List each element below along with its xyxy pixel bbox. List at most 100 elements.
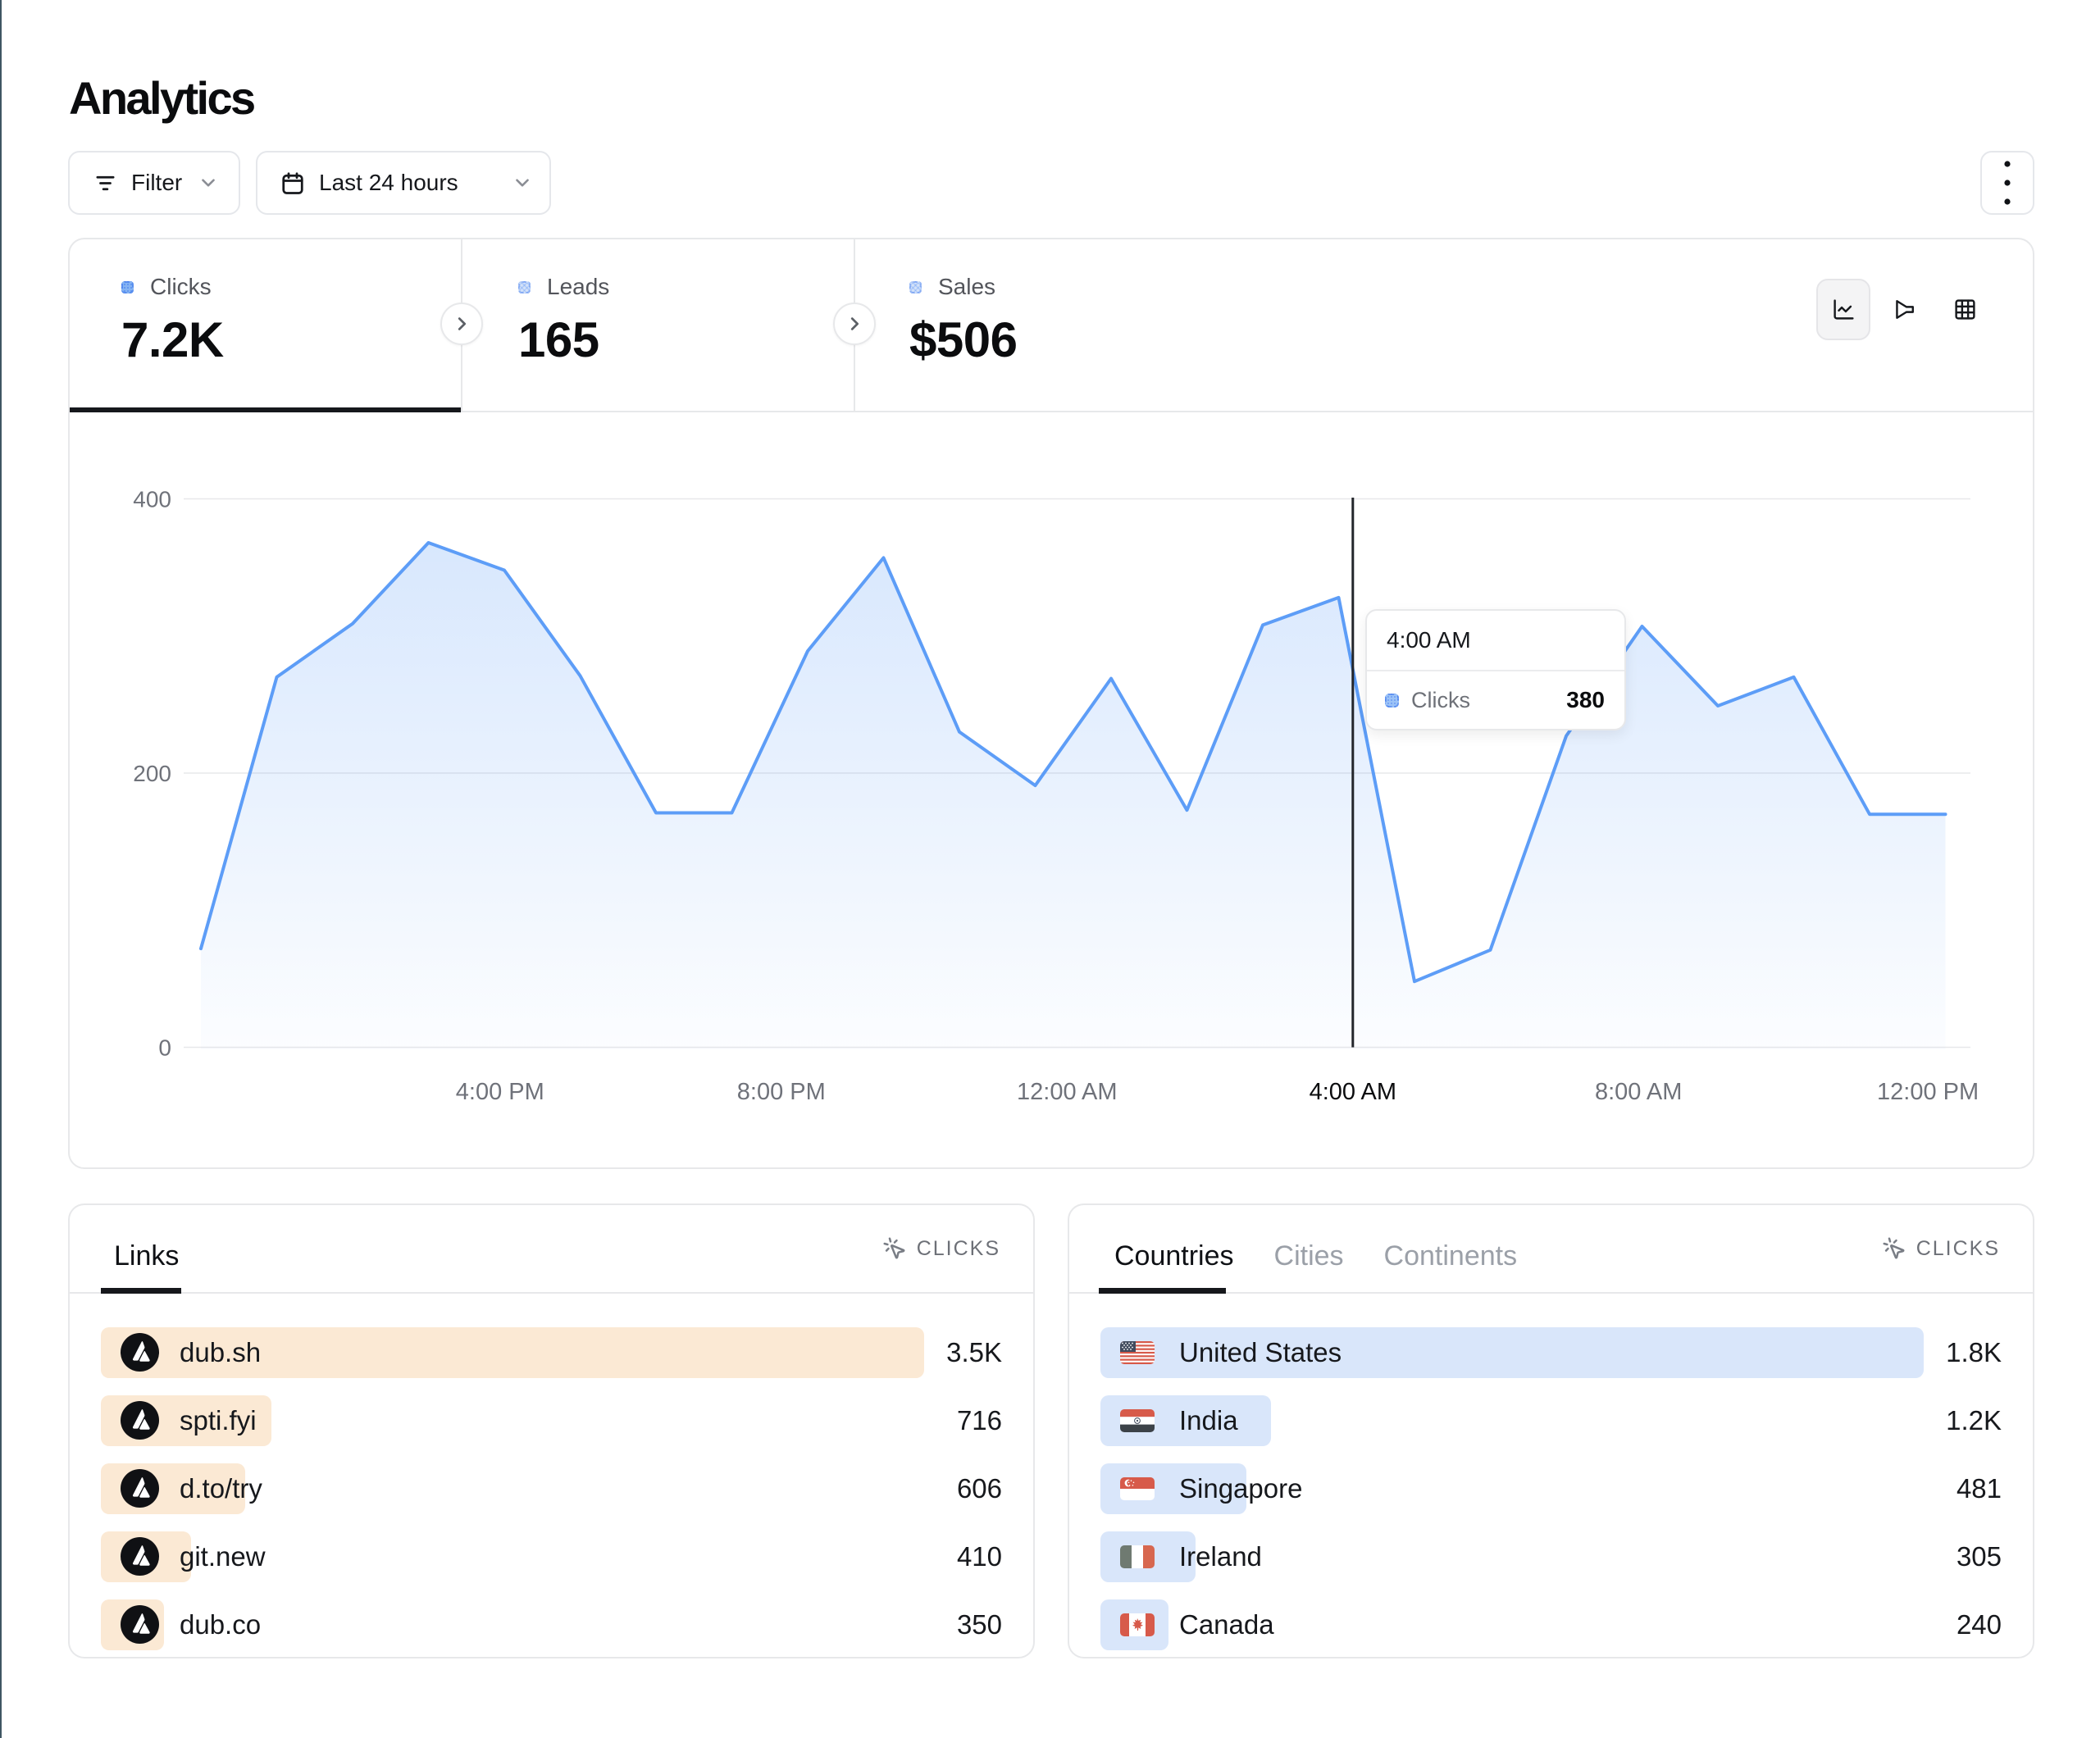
link-favicon — [121, 1604, 159, 1644]
x-tick-label: 8:00 AM — [1595, 1079, 1682, 1105]
grid-table-icon — [1954, 299, 1975, 320]
chevron-down-icon — [512, 172, 533, 193]
links-tab-underline — [101, 1288, 181, 1294]
country-row-sg[interactable]: Singapore 481 — [1100, 1463, 2002, 1514]
line-chart-icon — [1833, 299, 1854, 320]
tooltip-title: 4:00 AM — [1367, 611, 1624, 671]
clicks-timeseries-chart[interactable]: 0 200 400 4:00 PM 8:00 PM 12:00 AM 4:00 AM 8:0… — [70, 412, 2036, 1171]
y-tick-label: 200 — [133, 761, 171, 786]
row-label: Ireland — [1179, 1540, 1262, 1572]
kebab-menu-icon — [1993, 161, 2021, 205]
chart-y-axis: 0 200 400 — [133, 487, 171, 1061]
clicks-series-swatch — [121, 280, 134, 293]
x-tick-label: 8:00 PM — [737, 1079, 826, 1105]
tab-cities[interactable]: Cities — [1273, 1240, 1344, 1272]
line-chart-toggle[interactable] — [1816, 279, 1870, 340]
filter-icon — [93, 171, 117, 195]
row-label: git.new — [180, 1540, 266, 1572]
tab-links[interactable]: Links — [114, 1240, 180, 1272]
link-row-git.new[interactable]: git.new 410 — [101, 1531, 1002, 1582]
flag-icon-ie — [1120, 1545, 1155, 1568]
sales-series-swatch — [909, 280, 922, 293]
active-tab-underline — [70, 407, 461, 412]
country-row-in[interactable]: India 1.2K — [1100, 1394, 2002, 1446]
window-edge — [0, 0, 2, 1738]
row-value: 716 — [956, 1404, 1002, 1435]
analytics-chart-card: Clicks 7.2K Leads 165 Sales $506 — [68, 238, 2034, 1169]
link-favicon — [121, 1536, 159, 1576]
page-title: Analytics — [69, 72, 256, 124]
more-options-button[interactable] — [1980, 151, 2034, 215]
geo-metric-header-label: CLICKS — [1916, 1236, 2000, 1260]
metric-tabstrip — [70, 239, 2033, 412]
tooltip-value: 380 — [1566, 687, 1605, 712]
links-panel: Links CLICKS dub.sh 3.5K spti.fyi 716 d.to/t… — [68, 1203, 1035, 1658]
leads-series-swatch — [518, 280, 531, 293]
row-label: Singapore — [1179, 1472, 1303, 1504]
chart-tooltip: 4:00 AM Clicks 380 — [1365, 609, 1626, 730]
clicks-tab-value: 7.2K — [121, 312, 224, 367]
tab-countries[interactable]: Countries — [1114, 1240, 1234, 1272]
links-metric-header[interactable]: CLICKS — [882, 1205, 1000, 1292]
funnel-chart-icon — [1895, 300, 1914, 319]
leads-tab-value: 165 — [518, 312, 599, 367]
row-value: 305 — [1956, 1540, 2002, 1572]
x-tick-label: 12:00 AM — [1017, 1079, 1118, 1105]
link-row-dub.co[interactable]: dub.co 350 — [101, 1599, 1002, 1650]
row-value: 3.5K — [946, 1337, 1002, 1367]
leads-tab-label: Leads — [547, 274, 610, 299]
y-tick-label: 0 — [158, 1035, 171, 1061]
row-label: India — [1179, 1404, 1238, 1435]
flag-icon-sg — [1120, 1476, 1155, 1500]
tooltip-series-label: Clicks — [1411, 687, 1470, 712]
row-label: Canada — [1179, 1608, 1274, 1640]
country-row-ca[interactable]: Canada 240 — [1100, 1599, 2002, 1650]
table-view-toggle[interactable] — [1938, 279, 1992, 340]
row-bar — [1100, 1327, 1924, 1378]
row-label: dub.sh — [180, 1337, 262, 1367]
date-range-label: Last 24 hours — [319, 170, 458, 195]
country-row-us[interactable]: United States 1.8K — [1100, 1327, 2002, 1378]
links-panel-header: Links CLICKS — [70, 1205, 1033, 1294]
clicks-tab-label: Clicks — [150, 274, 212, 299]
link-row-dub.sh[interactable]: dub.sh 3.5K — [101, 1327, 1002, 1378]
links-metric-header-label: CLICKS — [916, 1236, 1000, 1260]
filter-button-label: Filter — [131, 170, 183, 195]
chart-line — [199, 541, 1947, 984]
date-range-button[interactable]: Last 24 hours — [256, 151, 551, 215]
link-favicon — [121, 1468, 159, 1508]
country-row-ie[interactable]: Ireland 305 — [1100, 1531, 2002, 1582]
chart-area-fill — [201, 543, 1946, 1049]
row-label: dub.co — [180, 1608, 262, 1640]
row-bar — [101, 1327, 924, 1378]
row-value: 1.8K — [1946, 1337, 2002, 1367]
y-tick-label: 400 — [133, 487, 171, 512]
chevron-down-icon — [198, 172, 219, 193]
geo-metric-header[interactable]: CLICKS — [1882, 1205, 2000, 1292]
row-value: 606 — [956, 1472, 1002, 1504]
tooltip-series-swatch — [1385, 693, 1399, 707]
flag-icon-ca — [1120, 1613, 1155, 1636]
flag-icon-us — [1120, 1341, 1155, 1364]
chevron-right-icon — [458, 317, 467, 330]
link-row-d.to/try[interactable]: d.to/try 606 — [101, 1463, 1002, 1514]
tab-continents[interactable]: Continents — [1383, 1240, 1518, 1272]
cursor-click-icon — [882, 1236, 907, 1261]
funnel-chart-toggle[interactable] — [1877, 279, 1931, 340]
link-row-spti.fyi[interactable]: spti.fyi 716 — [101, 1394, 1002, 1446]
row-value: 410 — [956, 1540, 1002, 1572]
x-tick-label: 4:00 AM — [1310, 1079, 1396, 1105]
filter-button[interactable]: Filter — [68, 151, 240, 215]
chart-x-axis: 4:00 PM 8:00 PM 12:00 AM 4:00 AM 8:00 AM 12:0… — [456, 1079, 1979, 1105]
row-label: spti.fyi — [180, 1404, 257, 1435]
row-label: United States — [1179, 1337, 1342, 1367]
cursor-click-icon — [1882, 1236, 1906, 1261]
x-tick-label: 4:00 PM — [456, 1079, 544, 1105]
next-metric-button[interactable] — [440, 303, 483, 345]
x-tick-label: 12:00 PM — [1877, 1079, 1979, 1105]
calendar-icon — [280, 171, 305, 195]
flag-icon-in — [1120, 1408, 1155, 1432]
geo-panel-header: Countries Cities Continents CLICKS — [1069, 1205, 2033, 1294]
sales-tab-label: Sales — [938, 274, 996, 299]
next-metric-button[interactable] — [833, 303, 876, 345]
